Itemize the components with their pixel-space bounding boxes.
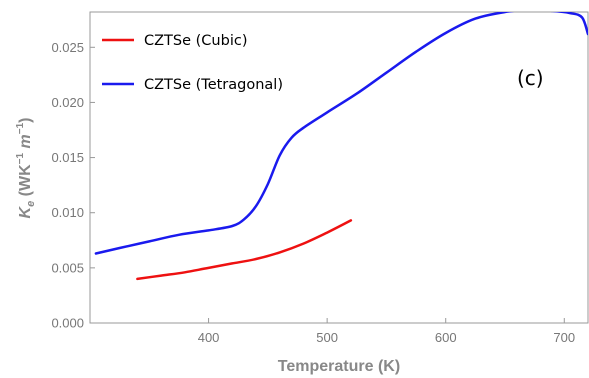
y-axis-units-close: ) xyxy=(17,118,34,123)
y-axis-units-open: (WK xyxy=(17,164,34,201)
y-tick-label: 0.005 xyxy=(51,260,84,275)
legend-label-cubic: CZTSe (Cubic) xyxy=(144,33,247,49)
y-axis-superscript-1: −1 xyxy=(15,153,26,165)
x-axis-title: Temperature (K) xyxy=(278,358,400,375)
series-line-tetragonal xyxy=(94,12,588,255)
y-axis-superscript-2: −1 xyxy=(15,122,26,134)
y-tick-label: 0.025 xyxy=(51,40,84,55)
plot-frame xyxy=(89,11,589,324)
x-tick-label: 600 xyxy=(435,330,457,345)
axis-ticks: 400 500 600 700 0.000 0.005 0.010 0.015 0.020 0.0… xyxy=(51,40,575,345)
x-tick-label: 700 xyxy=(553,330,575,345)
y-tick-label: 0.020 xyxy=(51,95,84,110)
legend: CZTSe (Cubic) CZTSe (Tetragonal) xyxy=(102,33,283,93)
y-axis-subscript: e xyxy=(25,201,37,207)
y-axis-symbol: K xyxy=(17,205,34,218)
y-axis-units-mid: m xyxy=(17,134,34,153)
y-axis-title: Ke (WK−1 m−1) xyxy=(15,118,37,219)
x-tick-label: 400 xyxy=(198,330,220,345)
series-line-cubic xyxy=(136,219,353,281)
y-tick-label: 0.000 xyxy=(51,316,84,331)
legend-label-tetragonal: CZTSe (Tetragonal) xyxy=(144,77,283,93)
y-tick-label: 0.010 xyxy=(51,205,84,220)
x-tick-label: 500 xyxy=(316,330,338,345)
panel-label: (c) xyxy=(517,66,544,90)
y-tick-label: 0.015 xyxy=(51,150,84,165)
series-layer xyxy=(94,12,588,281)
